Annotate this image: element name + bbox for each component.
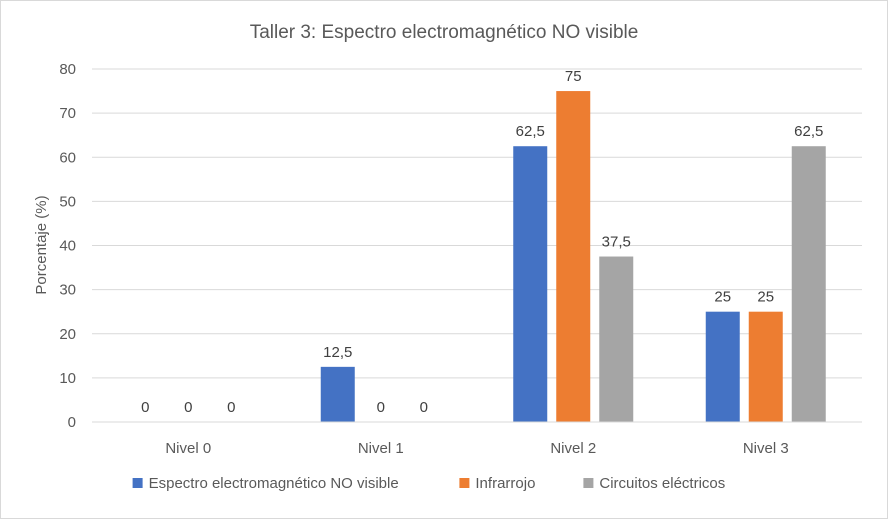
bar [748,311,783,422]
bar [513,146,548,422]
y-tick-label: 0 [68,414,76,431]
data-label: 0 [141,399,149,416]
legend-label: Infrarrojo [475,475,535,492]
gridlines [92,68,862,423]
data-label: 62,5 [794,123,823,140]
y-axis-title: Porcentaje (%) [33,195,50,294]
data-label: 75 [565,68,582,85]
bars [320,91,826,422]
data-label: 25 [757,289,774,306]
data-label: 0 [377,399,385,416]
chart-title: Taller 3: Espectro electromagnético NO v… [250,22,639,43]
x-tick-label: Nivel 0 [165,440,211,457]
data-label: 25 [714,289,731,306]
x-axis-ticks: Nivel 0 Nivel 1 Nivel 2 Nivel 3 [92,421,862,457]
bar [705,311,740,422]
bar [599,256,634,422]
y-axis-ticks: 0 10 20 30 40 50 60 70 80 [59,61,76,431]
y-tick-label: 30 [59,282,76,299]
data-label: 0 [227,399,235,416]
x-tick-label: Nivel 2 [550,440,596,457]
y-tick-label: 40 [59,238,76,255]
x-tick-label: Nivel 3 [743,440,789,457]
data-label: 0 [420,399,428,416]
legend-label: Espectro electromagnético NO visible [149,475,399,492]
y-tick-label: 20 [59,326,76,343]
legend: Espectro electromagnético NO visible Infr… [132,475,725,492]
legend-swatch [583,478,594,488]
y-tick-label: 10 [59,370,76,387]
data-label: 37,5 [602,234,631,251]
legend-label: Circuitos eléctricos [599,475,725,492]
y-tick-label: 60 [59,149,76,166]
data-label: 12,5 [323,344,352,361]
bar [556,91,591,422]
bar [320,366,355,422]
y-tick-label: 70 [59,105,76,122]
data-label: 62,5 [516,123,545,140]
bar [791,146,826,422]
y-tick-label: 50 [59,193,76,210]
legend-swatch [132,478,143,488]
y-tick-label: 80 [59,61,76,78]
legend-swatch [459,478,470,488]
x-tick-label: Nivel 1 [358,440,404,457]
data-label: 0 [184,399,192,416]
data-labels: 0 12,5 62,5 25 0 0 75 25 0 0 37,5 62,5 [141,68,823,416]
